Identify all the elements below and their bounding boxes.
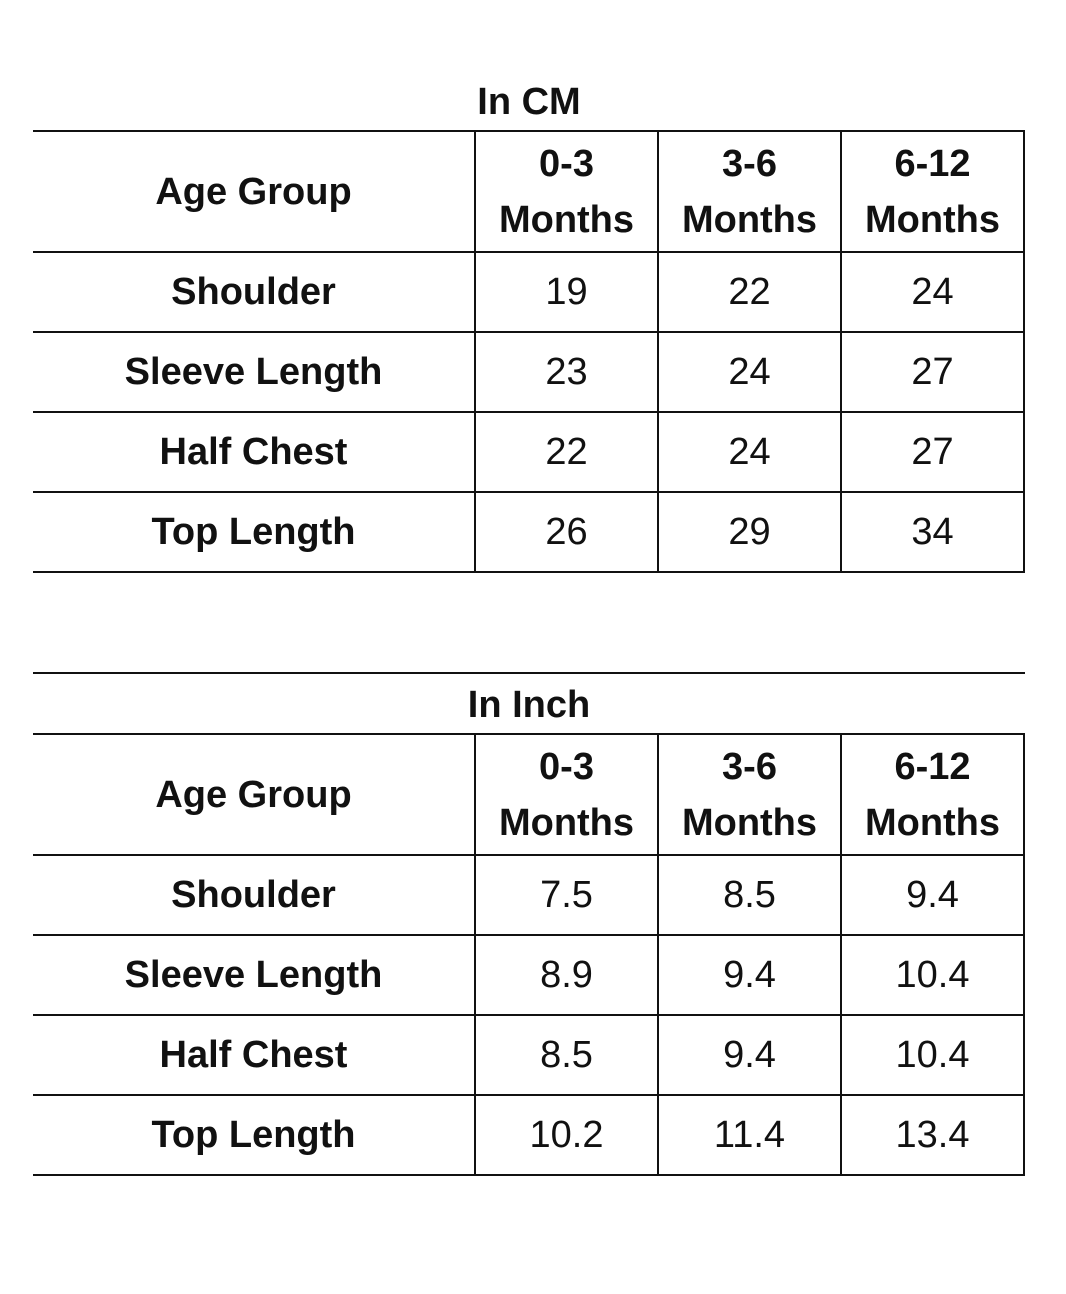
table-cell: 29 bbox=[657, 491, 842, 573]
row-label-half-chest: Half Chest bbox=[33, 1014, 476, 1096]
column-header-range: 3-6 bbox=[722, 745, 777, 788]
table-cell: 9.4 bbox=[657, 1014, 842, 1096]
table-cell: 22 bbox=[474, 411, 659, 493]
cm-size-table: Age Group 0-3 Months 3-6 Months 6-12 Mon… bbox=[33, 130, 1025, 573]
column-header-3-6-months: 3-6 Months bbox=[657, 733, 842, 856]
row-label-sleeve-length: Sleeve Length bbox=[33, 331, 476, 413]
column-header-6-12-months: 6-12 Months bbox=[840, 733, 1025, 856]
column-header-range: 3-6 bbox=[722, 142, 777, 185]
column-header-range: 6-12 bbox=[894, 745, 971, 788]
table-row: Half Chest 8.5 9.4 10.4 bbox=[33, 1014, 1025, 1096]
table-cell: 11.4 bbox=[657, 1094, 842, 1176]
table-cell: 8.9 bbox=[474, 934, 659, 1016]
table-cell: 26 bbox=[474, 491, 659, 573]
row-label-shoulder: Shoulder bbox=[33, 854, 476, 936]
table-row: Top Length 10.2 11.4 13.4 bbox=[33, 1094, 1025, 1176]
age-group-header: Age Group bbox=[33, 733, 476, 856]
column-header-0-3-months: 0-3 Months bbox=[474, 733, 659, 856]
column-header-unit: Months bbox=[864, 198, 1001, 241]
age-group-header: Age Group bbox=[33, 130, 476, 253]
column-header-3-6-months: 3-6 Months bbox=[657, 130, 842, 253]
table-cell: 27 bbox=[840, 411, 1025, 493]
table-cell: 10.2 bbox=[474, 1094, 659, 1176]
table-row: Shoulder 7.5 8.5 9.4 bbox=[33, 854, 1025, 936]
row-label-shoulder: Shoulder bbox=[33, 251, 476, 333]
section-divider bbox=[33, 672, 1025, 674]
column-header-unit: Months bbox=[498, 198, 635, 241]
table-cell: 9.4 bbox=[840, 854, 1025, 936]
table-header-row: Age Group 0-3 Months 3-6 Months 6-12 Mon… bbox=[33, 130, 1025, 253]
row-label-sleeve-length: Sleeve Length bbox=[33, 934, 476, 1016]
table-cell: 13.4 bbox=[840, 1094, 1025, 1176]
row-label-half-chest: Half Chest bbox=[33, 411, 476, 493]
table-row: Half Chest 22 24 27 bbox=[33, 411, 1025, 493]
table-cell: 24 bbox=[657, 331, 842, 413]
inch-size-table: Age Group 0-3 Months 3-6 Months 6-12 Mon… bbox=[33, 733, 1025, 1176]
table-cell: 22 bbox=[657, 251, 842, 333]
row-label-top-length: Top Length bbox=[33, 1094, 476, 1176]
table-row: Shoulder 19 22 24 bbox=[33, 251, 1025, 333]
table-cell: 10.4 bbox=[840, 1014, 1025, 1096]
table-cell: 7.5 bbox=[474, 854, 659, 936]
column-header-range: 0-3 bbox=[539, 745, 594, 788]
column-header-0-3-months: 0-3 Months bbox=[474, 130, 659, 253]
table-cell: 24 bbox=[657, 411, 842, 493]
column-header-6-12-months: 6-12 Months bbox=[840, 130, 1025, 253]
table-row: Sleeve Length 23 24 27 bbox=[33, 331, 1025, 413]
table-cell: 8.5 bbox=[657, 854, 842, 936]
table-cell: 34 bbox=[840, 491, 1025, 573]
column-header-unit: Months bbox=[498, 801, 635, 844]
table-cell: 24 bbox=[840, 251, 1025, 333]
column-header-unit: Months bbox=[681, 198, 818, 241]
table-cell: 27 bbox=[840, 331, 1025, 413]
cm-table-title: In CM bbox=[477, 81, 581, 123]
table-row: Sleeve Length 8.9 9.4 10.4 bbox=[33, 934, 1025, 1016]
table-cell: 19 bbox=[474, 251, 659, 333]
table-row: Top Length 26 29 34 bbox=[33, 491, 1025, 573]
table-header-row: Age Group 0-3 Months 3-6 Months 6-12 Mon… bbox=[33, 733, 1025, 856]
inch-table-title: In Inch bbox=[467, 684, 591, 726]
column-header-unit: Months bbox=[864, 801, 1001, 844]
table-cell: 10.4 bbox=[840, 934, 1025, 1016]
column-header-range: 6-12 bbox=[894, 142, 971, 185]
table-cell: 9.4 bbox=[657, 934, 842, 1016]
column-header-unit: Months bbox=[681, 801, 818, 844]
row-label-top-length: Top Length bbox=[33, 491, 476, 573]
table-cell: 8.5 bbox=[474, 1014, 659, 1096]
column-header-range: 0-3 bbox=[539, 142, 594, 185]
table-cell: 23 bbox=[474, 331, 659, 413]
